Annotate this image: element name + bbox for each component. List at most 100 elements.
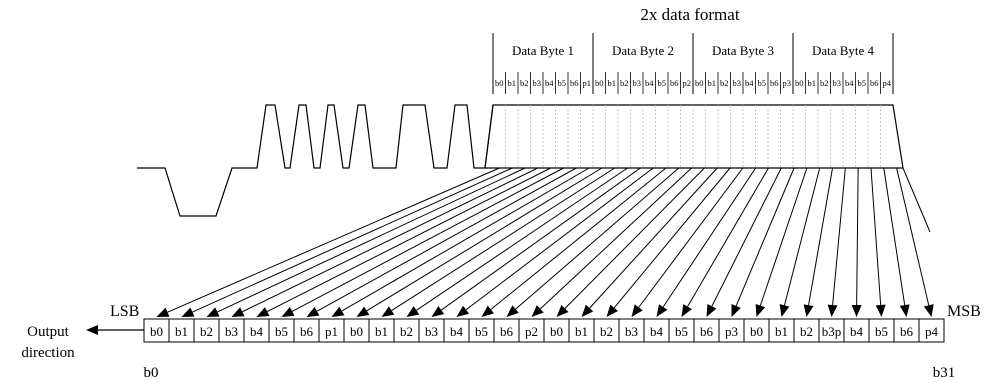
first-bit-index: b0 xyxy=(144,365,159,381)
mapping-arrowhead xyxy=(706,304,717,317)
mapping-arrow-line xyxy=(217,167,526,313)
lsb-label: LSB xyxy=(110,303,139,320)
output-bit-label: b1 xyxy=(175,324,188,339)
msb-label: MSB xyxy=(947,303,981,320)
output-bit-label: b1 xyxy=(775,324,788,339)
header-bit-label: b2 xyxy=(820,78,829,88)
waveform-line xyxy=(137,104,904,217)
output-bit-label: b3 xyxy=(225,324,238,339)
mapping-arrow-line xyxy=(808,167,834,306)
mapping-arrowhead xyxy=(481,305,494,317)
output-bit-label: b4 xyxy=(650,324,664,339)
output-bit-label: b2 xyxy=(200,324,213,339)
output-bit-label: b6 xyxy=(300,324,314,339)
output-bit-label: b6 xyxy=(500,324,514,339)
mapping-arrowhead xyxy=(779,304,790,317)
mapping-arrowhead xyxy=(581,304,594,317)
output-bit-label: b4 xyxy=(850,324,864,339)
mapping-arrow-line xyxy=(539,167,692,310)
output-bit-label: p3 xyxy=(725,324,738,339)
mapping-arrow-line xyxy=(832,167,846,306)
mapping-arrowhead xyxy=(181,307,195,317)
header-bit-label: b5 xyxy=(558,78,567,88)
mapping-arrow-line xyxy=(316,167,577,312)
mapping-arrow-line xyxy=(266,167,551,313)
mapping-arrow-line xyxy=(896,167,930,306)
mapping-arrow-line xyxy=(167,167,500,313)
byte-label: Data Byte 1 xyxy=(512,43,574,58)
output-bit-label: b2 xyxy=(400,324,413,339)
output-bit-label: b5 xyxy=(675,324,688,339)
mapping-arrowhead xyxy=(331,306,345,317)
mapping-arrow-line xyxy=(638,167,744,308)
output-labels: LSB MSB Output direction b0 b31 xyxy=(21,303,980,381)
output-bit-label: b1 xyxy=(575,324,588,339)
output-bit-label: b2 xyxy=(600,324,613,339)
header-bit-label: b1 xyxy=(808,78,817,88)
mapping-arrowhead xyxy=(631,304,643,317)
mapping-arrow-line xyxy=(687,167,769,307)
mapping-arrowhead xyxy=(556,304,569,317)
output-bit-label: b1 xyxy=(375,324,388,339)
mapping-arrow-line xyxy=(564,167,705,309)
mapping-arrowhead xyxy=(606,304,619,317)
mapping-arrowhead xyxy=(506,305,519,317)
mapping-arrow-line xyxy=(366,167,603,312)
mapping-arrow-line xyxy=(490,167,667,310)
output-bit-label: b5 xyxy=(875,324,888,339)
mapping-arrowhead xyxy=(755,304,766,317)
mapping-arrowhead xyxy=(656,304,668,317)
output-bit-label: p4 xyxy=(925,324,939,339)
header-bit-label: b1 xyxy=(708,78,717,88)
header-bit-label: p4 xyxy=(883,78,892,88)
mapping-arrow-line xyxy=(759,167,808,306)
mapping-arrow-line xyxy=(711,167,782,307)
byte-label: Data Byte 2 xyxy=(612,43,674,58)
mapping-arrow-line xyxy=(391,167,615,311)
mapping-arrowhead xyxy=(851,304,862,317)
header-bit-label: b1 xyxy=(508,78,517,88)
mapping-arrowhead xyxy=(206,307,220,317)
header-bit-label: b6 xyxy=(870,78,879,88)
mapping-arrowhead xyxy=(356,306,370,317)
last-bit-index: b31 xyxy=(933,365,956,381)
header-bit-label: b3 xyxy=(833,78,842,88)
output-label-line2: direction xyxy=(21,345,75,361)
byte-label: Data Byte 4 xyxy=(812,43,875,58)
output-bit-label: b3 xyxy=(625,324,638,339)
output-bit-label: b4 xyxy=(250,324,264,339)
header-bit-label: p1 xyxy=(583,78,592,88)
mapping-arrowhead xyxy=(156,307,170,317)
output-bit-label: b0 xyxy=(150,324,163,339)
mapping-arrow-line xyxy=(783,167,821,306)
header-bit-label: b2 xyxy=(720,78,729,88)
header-bit-label: b4 xyxy=(845,78,854,88)
trailing-edge-line xyxy=(902,167,931,233)
mapping-arrowhead xyxy=(306,306,320,317)
mapping-arrowhead xyxy=(281,306,295,317)
header-bit-label: b3 xyxy=(533,78,542,88)
header-bit-label: b2 xyxy=(520,78,529,88)
output-bit-label: b6 xyxy=(900,324,914,339)
mapping-arrow-line xyxy=(735,167,795,307)
mapping-arrow-line xyxy=(465,167,654,311)
mapping-arrowhead xyxy=(681,304,692,317)
header-bit-label: b1 xyxy=(608,78,617,88)
byte-label: Data Byte 3 xyxy=(712,43,774,58)
mapping-arrowhead xyxy=(231,307,245,317)
header-bit-label: b0 xyxy=(495,78,504,88)
header-bit-label: b3 xyxy=(733,78,742,88)
mapping-arrowhead xyxy=(431,305,445,317)
mapping-arrow-line xyxy=(589,167,718,309)
diagram-title: 2x data format xyxy=(640,5,739,24)
mapping-arrow-line xyxy=(883,167,906,306)
output-register: b0 b1 b2 b3 b4 b5 b6 p1 b0 b1 b2 b3 b4 b5 b6 p2 b0 b1 b2 b3… xyxy=(143,318,945,343)
output-bit-label: p1 xyxy=(325,324,338,339)
header-bit-label: b4 xyxy=(545,78,554,88)
signal-waveform xyxy=(137,104,904,217)
header-bit-label: b0 xyxy=(595,78,604,88)
header-bit-label: b5 xyxy=(758,78,767,88)
header-bit-label: b6 xyxy=(670,78,679,88)
header-bit-label: b4 xyxy=(645,78,654,88)
